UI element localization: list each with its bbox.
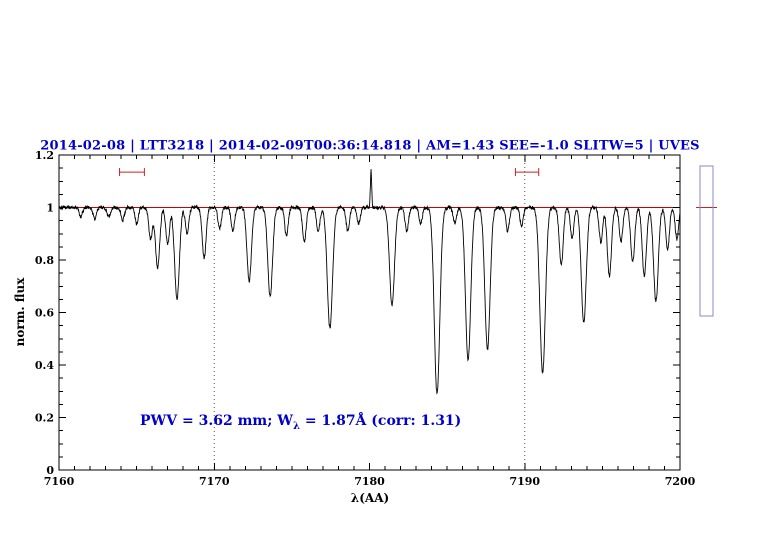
x-tick-label: 7190 [509,475,540,488]
x-tick-label: 7200 [665,475,696,488]
y-axis-label: norm. flux [13,277,27,347]
spectrum-line [58,169,681,395]
pwv-annotation-prefix: PWV = 3.62 mm; W [140,413,293,429]
x-tick-label: 7180 [354,475,385,488]
pwv-annotation: PWV = 3.62 mm; Wλ = 1.87Å (corr: 1.31) [140,413,461,432]
y-tick-label: 0 [46,464,54,477]
y-tick-label: 0.2 [35,412,54,425]
pwv-annotation-suffix: = 1.87Å (corr: 1.31) [299,413,462,429]
x-axis-label: λ(AA) [350,491,390,505]
pwv-annotation-subscript: λ [292,420,300,432]
y-tick-label: 0.6 [35,307,54,320]
side-scale-box [699,165,714,317]
y-tick-label: 1.2 [35,149,54,162]
y-tick-label: 0.4 [35,359,54,372]
plot-title: 2014-02-08 | LTT3218 | 2014-02-09T00:36:… [40,138,700,154]
x-tick-label: 7160 [44,475,75,488]
y-tick-label: 1 [46,202,54,215]
x-tick-label: 7170 [199,475,230,488]
y-tick-label: 0.8 [35,254,54,267]
